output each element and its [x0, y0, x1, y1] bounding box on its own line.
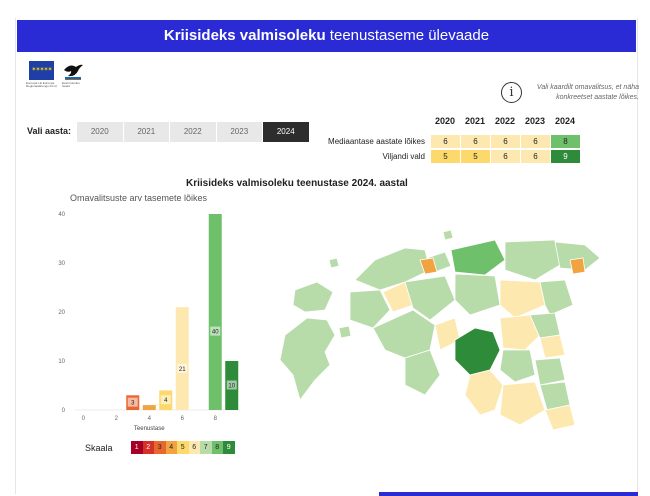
- scale-level-6: 6: [188, 441, 200, 454]
- comparison-cell: 6: [461, 135, 490, 148]
- bar-value-label: 21: [179, 367, 186, 373]
- scale-level-3: 3: [154, 441, 166, 454]
- bar-label-bg: [226, 380, 237, 390]
- eu-stars-icon: ✶✶✶✶✶: [31, 67, 52, 73]
- scale-level-9: 9: [223, 441, 235, 454]
- comparison-cell: 6: [521, 150, 550, 163]
- y-tick-label: 10: [58, 359, 65, 365]
- info-text: Vali kaardilt omavalitsus, et näha konkr…: [536, 84, 639, 101]
- bar-label-bg: [160, 395, 171, 405]
- comparison-year-header: 2022: [494, 116, 516, 126]
- map-region: [292, 281, 334, 313]
- comparison-row-label-median: Mediaantase aastate lõikes: [328, 137, 425, 146]
- bar-label-bg: [127, 397, 138, 407]
- comparison-cell: 5: [461, 150, 490, 163]
- swallow-logo-caption: Eesti tuleviku heaks: [62, 81, 80, 88]
- scale-label: Skaala: [85, 443, 113, 453]
- comparison-year-header: 2021: [464, 116, 486, 126]
- swallow-logo: [64, 64, 83, 80]
- scale-level-1: 1: [131, 441, 143, 454]
- map-region: [539, 279, 574, 316]
- year-selector-label: Vali aasta:: [27, 126, 72, 136]
- bar-label-bg: [210, 326, 221, 336]
- scale-level-4: 4: [165, 441, 177, 454]
- chart-title: Kriisideks valmisoleku teenustase 2024. …: [186, 178, 408, 189]
- map-region: [450, 239, 506, 276]
- map-region: [404, 275, 456, 321]
- bar-level-4[interactable]: [142, 405, 156, 410]
- page-title: Kriisideks valmisoleku teenustaseme ülev…: [17, 20, 636, 52]
- bar-label-bg: [177, 363, 188, 373]
- estonia-municipality-map[interactable]: [255, 210, 615, 450]
- year-button-2022[interactable]: 2022: [170, 122, 217, 142]
- map-region: [279, 317, 336, 401]
- scale-level-5: 5: [177, 441, 189, 454]
- bar-value-label: 4: [164, 398, 168, 404]
- y-tick-label: 30: [58, 261, 65, 267]
- map-region: [499, 381, 546, 426]
- chart-subtitle: Omavalitsuste arv tasemete lõikes: [70, 193, 208, 203]
- year-button-2023[interactable]: 2023: [216, 122, 263, 142]
- bar-value-label: 3: [131, 401, 135, 407]
- x-tick-label: 8: [214, 416, 218, 422]
- scale-level-8: 8: [211, 441, 223, 454]
- comparison-cell: 5: [431, 150, 460, 163]
- y-tick-label: 40: [58, 212, 65, 218]
- bottom-accent-bar: [379, 492, 638, 496]
- year-selector: 2020 2021 2022 2023 2024: [77, 122, 310, 142]
- bar-level-8[interactable]: [208, 214, 222, 410]
- bar-value-label: 40: [212, 330, 219, 336]
- x-tick-label: 2: [115, 416, 119, 422]
- y-tick-label: 20: [58, 310, 65, 316]
- map-region: [554, 241, 601, 271]
- scale-level-7: 7: [200, 441, 212, 454]
- x-tick-label: 4: [148, 416, 152, 422]
- year-button-2020[interactable]: 2020: [77, 122, 124, 142]
- page-title-rest: teenustaseme ülevaade: [325, 27, 490, 44]
- map-region: [454, 273, 501, 316]
- eu-logo-caption: Euroopa Liit Euroopa Regionaalarengu Fon…: [26, 81, 57, 88]
- map-region: [539, 334, 566, 359]
- map-region: [419, 257, 438, 275]
- comparison-year-header: 2023: [524, 116, 546, 126]
- bar-value-label: 10: [228, 384, 235, 390]
- x-tick-label: 6: [181, 416, 185, 422]
- comparison-cell: 6: [431, 135, 460, 148]
- map-region: [534, 357, 566, 386]
- y-tick-label: 0: [62, 408, 66, 414]
- x-tick-label: 0: [82, 416, 86, 422]
- comparison-cell: 6: [491, 135, 520, 148]
- comparison-cell: 6: [491, 150, 520, 163]
- comparison-cell: 6: [521, 135, 550, 148]
- comparison-cell: 9: [551, 150, 580, 163]
- comparison-year-header: 2020: [434, 116, 456, 126]
- map-region: [338, 325, 352, 339]
- comparison-row-label-municipality: Viljandi vald: [382, 152, 425, 161]
- scale-level-2: 2: [142, 441, 154, 454]
- map-region: [504, 239, 561, 281]
- map-region: [499, 279, 546, 319]
- map-region: [404, 349, 441, 396]
- map-region: [328, 257, 340, 269]
- bar-level-6[interactable]: [175, 307, 189, 410]
- map-region: [349, 289, 391, 329]
- map-region-selected: [454, 327, 501, 376]
- map-region: [499, 314, 541, 351]
- eu-structural-funds-logo: ✶✶✶✶✶: [29, 61, 54, 80]
- comparison-cell: 8: [551, 135, 580, 148]
- map-region: [464, 369, 504, 416]
- map-region: [544, 404, 576, 431]
- info-icon[interactable]: i: [501, 82, 522, 103]
- map-region: [569, 257, 586, 275]
- bar-chart: 01020304002468TeenustaseOmavalitsuste ar…: [58, 212, 240, 432]
- map-region: [442, 229, 454, 241]
- page-title-bold: Kriisideks valmisoleku: [163, 27, 326, 44]
- comparison-year-header: 2024: [554, 116, 576, 126]
- x-axis-label: Teenustase: [134, 426, 165, 432]
- year-button-2021[interactable]: 2021: [123, 122, 170, 142]
- map-region: [499, 349, 536, 383]
- year-button-2024[interactable]: 2024: [263, 122, 310, 142]
